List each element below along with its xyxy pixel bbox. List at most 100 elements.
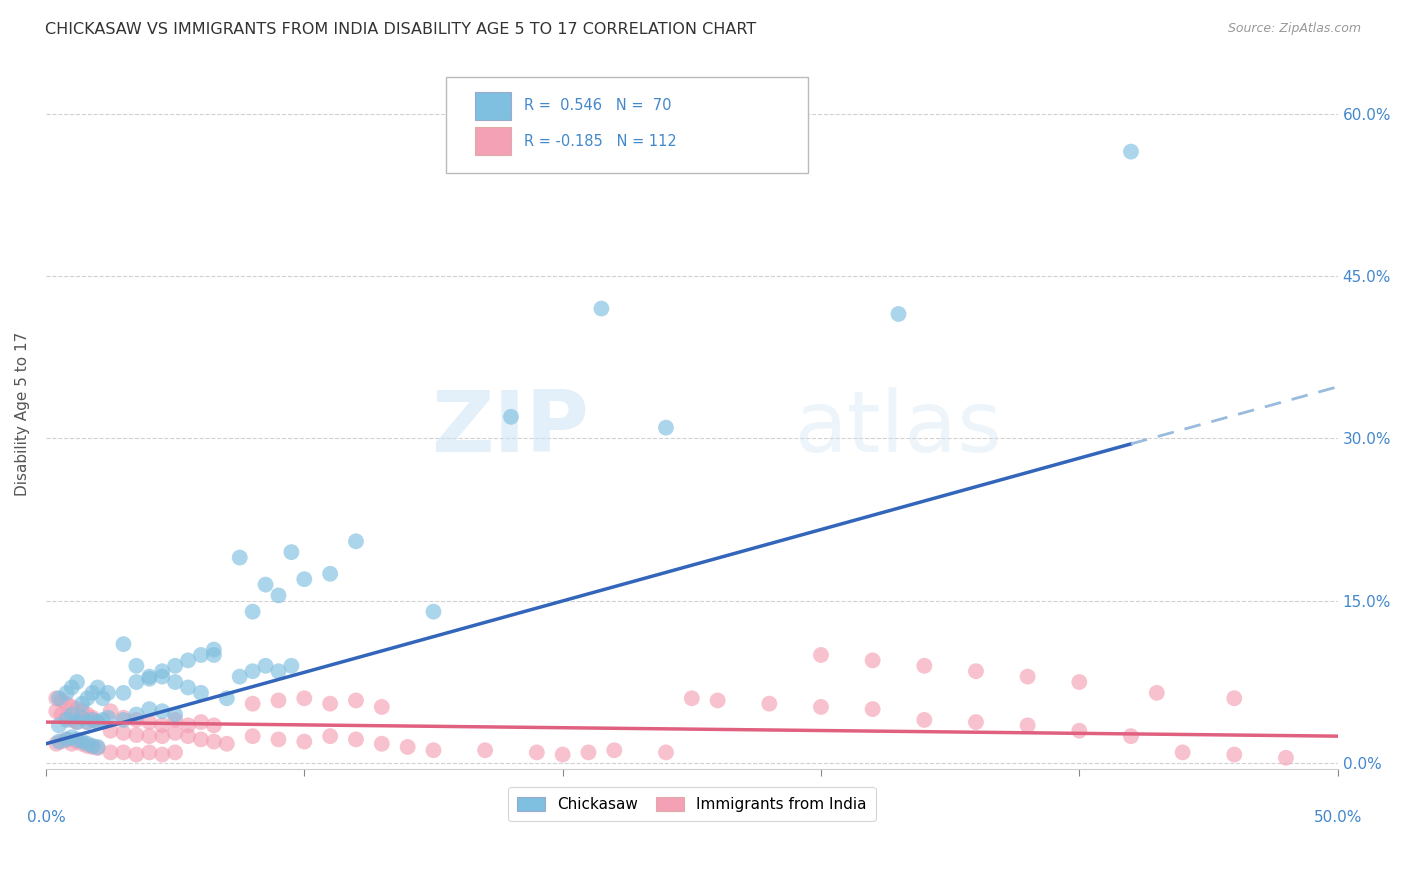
Point [165,658,187,673]
Point [48,718,70,732]
Point [112,637,135,651]
Point [45,704,67,718]
Point [125,658,148,673]
Point [60,731,83,745]
Point [242,729,264,743]
Point [1119,145,1142,159]
Point [319,697,342,711]
Point [474,743,496,757]
Point [177,681,200,695]
Point [76,691,98,706]
Point [165,713,187,727]
Point [215,691,238,706]
Point [86,739,108,754]
Point [150,664,173,678]
Point [76,715,98,730]
Point [202,642,225,657]
Point [70,737,93,751]
Point [66,734,89,748]
Point [125,713,148,727]
Point [254,658,277,673]
Point [1223,691,1246,706]
Point [70,711,93,725]
Point [190,715,212,730]
Point [66,702,89,716]
Point [267,693,290,707]
Point [965,715,987,730]
Point [965,664,987,678]
Point [60,713,83,727]
Point [1119,729,1142,743]
Point [655,745,678,759]
Point [396,739,419,754]
Point [165,675,187,690]
Point [150,729,173,743]
Point [655,420,678,434]
Point [912,713,935,727]
Point [862,702,884,716]
Point [202,734,225,748]
Point [112,745,135,759]
Point [125,728,148,742]
Point [202,718,225,732]
Point [82,739,104,753]
Point [292,691,315,706]
Point [1069,675,1091,690]
Point [55,732,77,747]
Point [165,745,187,759]
Text: atlas: atlas [796,387,1002,470]
Point [499,409,522,424]
Point [60,700,83,714]
Point [125,675,148,690]
Bar [475,127,510,155]
Point [45,737,67,751]
Point [319,729,342,743]
Point [810,700,832,714]
Point [422,605,444,619]
Point [1017,670,1039,684]
Point [138,672,160,686]
Point [292,734,315,748]
Point [51,707,73,722]
Point [82,713,104,727]
Bar [475,92,510,120]
Point [215,737,238,751]
Point [177,729,200,743]
Point [48,691,70,706]
Point [267,732,290,747]
Point [371,737,394,751]
Text: CHICKASAW VS IMMIGRANTS FROM INDIA DISABILITY AGE 5 TO 17 CORRELATION CHART: CHICKASAW VS IMMIGRANTS FROM INDIA DISAB… [45,22,756,37]
Point [66,715,89,730]
Point [344,693,367,707]
Point [76,715,98,730]
Point [112,726,135,740]
Point [97,686,120,700]
Point [55,686,77,700]
Point [344,732,367,747]
Point [55,732,77,747]
Point [862,653,884,667]
Point [344,534,367,549]
Point [86,715,108,730]
Point [138,670,160,684]
Point [125,747,148,762]
Point [51,734,73,748]
Point [45,691,67,706]
Point [1171,745,1194,759]
Point [319,566,342,581]
Point [66,675,89,690]
Point [1146,686,1168,700]
Point [292,572,315,586]
Point [280,658,302,673]
Point [177,653,200,667]
Point [526,745,548,759]
Text: 0.0%: 0.0% [27,810,65,825]
Point [86,681,108,695]
Point [60,737,83,751]
Point [706,693,728,707]
Point [202,648,225,662]
Point [242,605,264,619]
Point [1223,747,1246,762]
Point [150,718,173,732]
Point [70,734,93,748]
